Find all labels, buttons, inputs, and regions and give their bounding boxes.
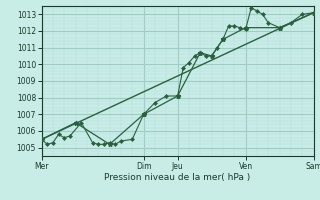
X-axis label: Pression niveau de la mer( hPa ): Pression niveau de la mer( hPa ) <box>104 173 251 182</box>
